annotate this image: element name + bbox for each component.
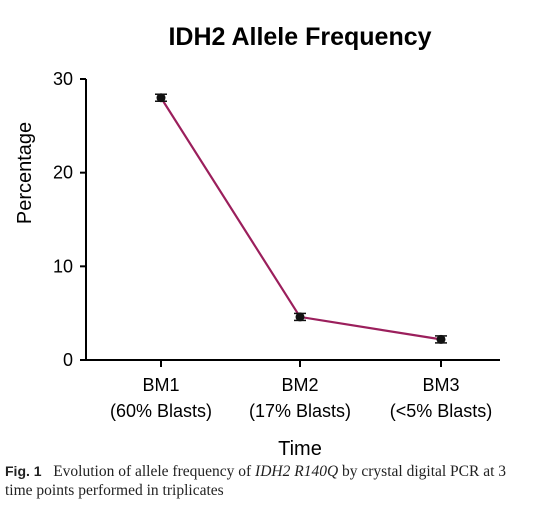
chart-title: IDH2 Allele Frequency	[168, 23, 431, 51]
series	[155, 93, 447, 344]
x-tick-label: (17% Blasts)	[249, 401, 351, 421]
x-tick-label: (<5% Blasts)	[390, 401, 493, 421]
x-tick-label: BM1	[142, 375, 179, 395]
x-tick-label: BM3	[422, 375, 459, 395]
caption-text-before: Evolution of allele frequency of	[53, 463, 256, 480]
y-axis-label: Percentage	[14, 122, 36, 224]
figure-caption: Fig. 1 Evolution of allele frequency of …	[5, 462, 535, 500]
y-tick-label: 30	[53, 69, 73, 89]
x-axis-label: Time	[278, 438, 322, 460]
data-point	[295, 312, 305, 322]
axes	[80, 78, 500, 367]
y-tick-label: 0	[63, 350, 73, 370]
caption-text-after: by crystal digital PCR at 3 time points …	[5, 463, 507, 499]
x-tick-label: (60% Blasts)	[110, 401, 212, 421]
data-point	[156, 93, 166, 103]
tick-labels: 0 10 20 30 BM1 (60% Blasts) BM2 (17% Blasts) BM3…	[53, 69, 492, 421]
data-point	[436, 334, 446, 344]
series-line	[160, 97, 442, 341]
y-tick-label: 10	[53, 256, 73, 276]
caption-gene: IDH2 R140Q	[255, 463, 339, 480]
figure-label: Fig. 1	[5, 463, 42, 479]
chart: IDH2 Allele Frequency Percentage Time 0 1…	[14, 23, 500, 460]
y-tick-label: 20	[53, 163, 73, 183]
x-tick-label: BM2	[281, 375, 318, 395]
